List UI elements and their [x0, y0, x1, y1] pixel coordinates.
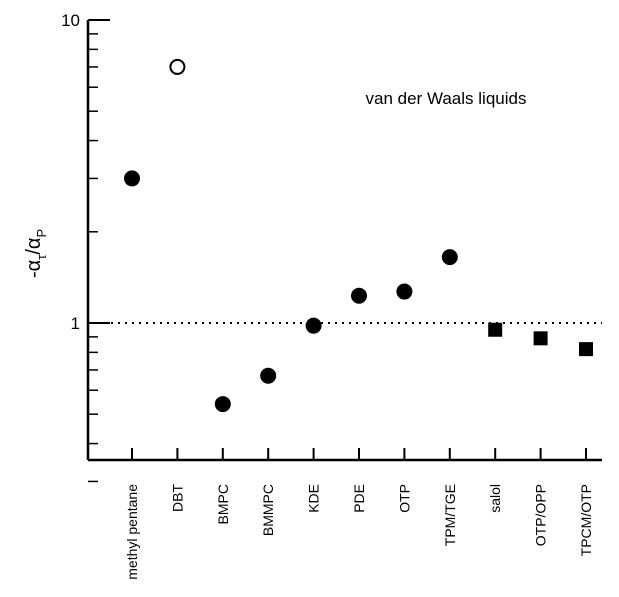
data-point-circle [396, 283, 413, 300]
x-tick-label: DBT [169, 484, 185, 512]
y-axis-label-slash: /α [23, 238, 45, 255]
y-axis-label-sub-p: P [34, 229, 49, 238]
data-point-circle [260, 367, 277, 384]
x-tick-label: PDE [351, 484, 367, 513]
data-point-circle [214, 396, 231, 413]
data-point-circle [441, 249, 458, 266]
data-point-circle [124, 170, 140, 187]
x-tick-label: TPM/TGE [442, 484, 458, 546]
x-tick-label: BMMPC [260, 484, 276, 536]
y-tick-label: 10 [61, 11, 80, 30]
x-tick-label: TPCM/OTP [578, 484, 594, 556]
chart-annotation: van der Waals liquids [366, 89, 527, 108]
data-point-square [579, 342, 593, 357]
x-tick-label: OTP/OPP [533, 484, 549, 546]
data-point-square [533, 331, 548, 346]
data-point-open-circle [169, 58, 186, 75]
y-axis-label: -ατ/αP [23, 229, 49, 278]
x-tick-label: BMPC [215, 484, 231, 524]
data-point-circle [351, 287, 367, 304]
x-tick-label: KDE [306, 484, 322, 513]
data-point-circle [305, 317, 322, 334]
data-points [124, 58, 593, 413]
x-tick-label: salol [487, 484, 503, 513]
y-axis-label-sub-tau: τ [34, 254, 49, 260]
axes: 1 10 methyl pentane DBT BMPC BMMPC KDE PDE OTP TP… [61, 11, 602, 580]
x-tick-label: OTP [396, 484, 412, 513]
y-tick-label: 1 [71, 314, 80, 333]
y-axis-label-main: -α [23, 260, 45, 278]
x-tick-label: methyl pentane [124, 484, 140, 580]
data-point-square [488, 322, 503, 337]
